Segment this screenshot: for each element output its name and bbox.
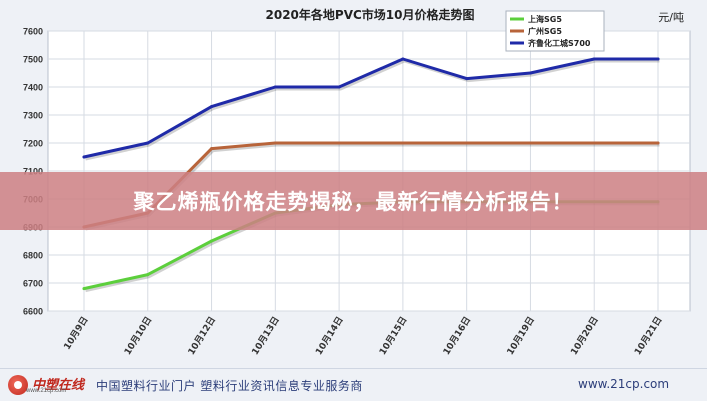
data-point: [465, 77, 469, 81]
headline-text: 聚乙烯瓶价格走势揭秘，最新行情分析报告！: [133, 190, 574, 214]
legend-label: 广州SG5: [528, 26, 562, 36]
y-tick-label: 7200: [23, 139, 43, 149]
site-logo[interactable]: 中塑在线: [8, 374, 84, 396]
series-line: [82, 57, 660, 159]
y-tick-label: 6600: [23, 307, 43, 317]
data-point: [273, 141, 277, 145]
legend-label: 齐鲁化工城S700: [527, 38, 591, 48]
data-point: [273, 85, 277, 89]
data-point: [465, 141, 469, 145]
data-point: [82, 287, 86, 291]
footer-description: 中国塑料行业门户 塑料行业资讯信息专业服务商: [96, 379, 363, 393]
unit-label: 元/吨: [658, 11, 684, 24]
logo-text: 中塑在线: [32, 377, 85, 393]
data-point: [592, 57, 596, 61]
logo-url: www.21cp.com: [26, 388, 67, 394]
y-tick-label: 7100: [23, 167, 43, 177]
footer-bar: 中塑在线 www.21cp.com 中国塑料行业门户 塑料行业资讯信息专业服务商…: [0, 368, 707, 401]
data-point: [82, 155, 86, 159]
headline-banner: 聚乙烯瓶价格走势揭秘，最新行情分析报告！: [0, 172, 707, 230]
footer-url[interactable]: www.21cp.com: [578, 377, 670, 391]
data-point: [337, 141, 341, 145]
y-tick-label: 6700: [23, 279, 43, 289]
data-point: [528, 71, 532, 75]
y-tick-label: 7400: [23, 83, 43, 93]
logo-icon: [8, 375, 28, 395]
data-point: [146, 141, 150, 145]
series-line-shadow: [85, 59, 660, 161]
data-point: [146, 273, 150, 277]
data-point: [528, 141, 532, 145]
legend-label: 上海SG5: [528, 14, 562, 24]
data-point: [592, 141, 596, 145]
data-point: [210, 147, 214, 151]
data-point: [210, 239, 214, 243]
data-point: [656, 57, 660, 61]
data-point: [656, 141, 660, 145]
data-point: [337, 85, 341, 89]
y-tick-label: 7600: [23, 27, 43, 37]
chart-title: 2020年各地PVC市场10月价格走势图: [266, 7, 475, 22]
data-point: [210, 105, 214, 109]
y-tick-label: 6800: [23, 251, 43, 261]
data-point: [401, 57, 405, 61]
y-tick-label: 7300: [23, 111, 43, 121]
y-tick-label: 7500: [23, 55, 43, 65]
data-point: [401, 141, 405, 145]
